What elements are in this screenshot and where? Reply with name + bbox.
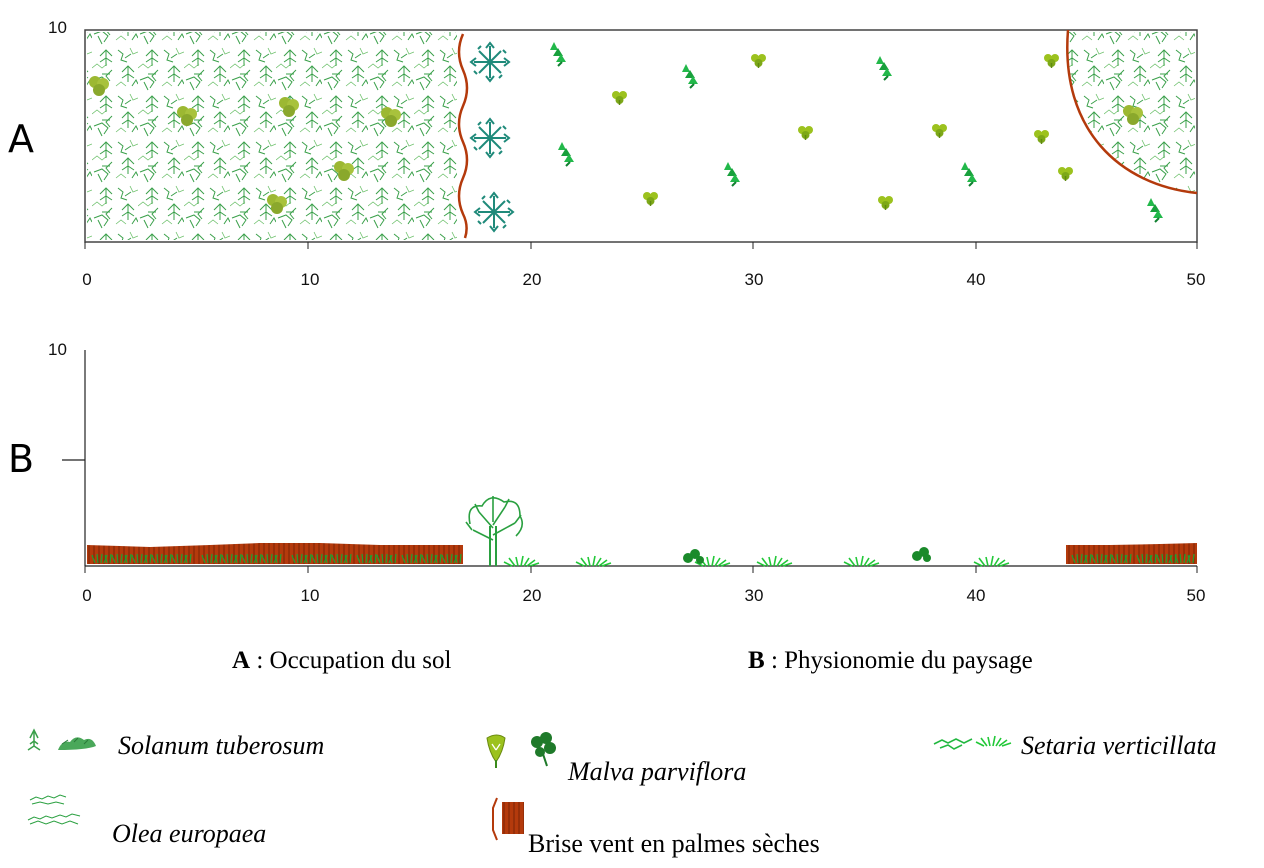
panel-a-x-tick: 0 bbox=[82, 270, 91, 289]
panel-b-letter: B bbox=[8, 437, 34, 481]
olive-tree-icon bbox=[465, 496, 524, 566]
caption-a-text: : Occupation du sol bbox=[250, 647, 451, 674]
setaria-icon bbox=[975, 735, 1012, 747]
setaria-icon bbox=[973, 555, 1010, 567]
panel-a-x-tick: 20 bbox=[523, 270, 542, 289]
panel-a-letter: A bbox=[8, 117, 34, 161]
panel-a-x-tick: 40 bbox=[967, 270, 986, 289]
setaria-icon bbox=[503, 555, 540, 567]
panel-a-x-tick: 50 bbox=[1187, 270, 1206, 289]
caption-a: A : Occupation du sol bbox=[232, 647, 451, 674]
panel-a-x-tick: 10 bbox=[301, 270, 320, 289]
malva-icon bbox=[486, 734, 506, 768]
windbreak-line-left bbox=[457, 33, 469, 239]
windbreak-icon bbox=[1066, 543, 1197, 564]
panel-b-x-axis-ticks bbox=[84, 566, 1198, 573]
windbreak-icon bbox=[492, 797, 524, 841]
setaria-icon bbox=[933, 738, 973, 750]
setaria-icon bbox=[575, 555, 612, 567]
potato-plant-icon bbox=[58, 737, 96, 750]
olive-tree-icon bbox=[27, 794, 81, 825]
panel-b-x-tick: 0 bbox=[82, 586, 91, 605]
caption-b-text: : Physionomie du paysage bbox=[765, 647, 1033, 674]
caption-b-bold: B bbox=[748, 647, 765, 674]
panel-b-x-tick: 30 bbox=[745, 586, 764, 605]
malva-icon bbox=[683, 549, 704, 564]
panel-b-y-tick: 10 bbox=[48, 340, 67, 359]
legend-olea: Olea europaea bbox=[112, 819, 266, 848]
legend-solanum: Solanum tuberosum bbox=[118, 731, 324, 760]
legend-setaria: Setaria verticillata bbox=[1021, 731, 1217, 760]
legend: Solanum tuberosum Malva parviflora Setar… bbox=[27, 728, 1217, 858]
setaria-icon bbox=[531, 732, 556, 767]
panel-a-x-axis bbox=[84, 242, 1198, 249]
malva-icon bbox=[912, 547, 931, 562]
panel-a: A 10 bbox=[8, 18, 1205, 289]
caption-a-bold: A bbox=[232, 647, 250, 674]
panel-b-x-tick: 10 bbox=[301, 586, 320, 605]
caption-b: B : Physionomie du paysage bbox=[748, 647, 1033, 674]
setaria-icon bbox=[756, 555, 793, 567]
potato-plant-icon bbox=[27, 728, 41, 751]
setaria-icon bbox=[843, 555, 880, 567]
panel-a-x-tick: 30 bbox=[745, 270, 764, 289]
legend-malva: Malva parviflora bbox=[567, 757, 746, 786]
panel-b: B 10 bbox=[8, 340, 1205, 605]
panel-b-x-tick: 50 bbox=[1187, 586, 1206, 605]
panel-b-x-tick: 20 bbox=[523, 586, 542, 605]
windbreak-arc-right bbox=[1066, 29, 1198, 195]
panel-b-x-tick: 40 bbox=[967, 586, 986, 605]
panel-a-y-tick: 10 bbox=[48, 18, 67, 37]
legend-brise: Brise vent en palmes sèches bbox=[528, 829, 820, 858]
